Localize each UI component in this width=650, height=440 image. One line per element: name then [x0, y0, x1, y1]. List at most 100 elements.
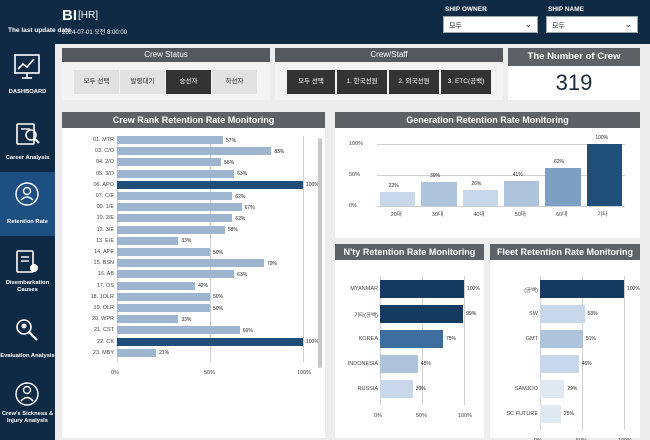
bar[interactable]: [117, 136, 224, 144]
data-label: 63%: [237, 171, 248, 178]
sidebar-item-sickness[interactable]: Crew's Sickness & Injury Analysis: [0, 372, 55, 440]
bar[interactable]: [117, 348, 157, 357]
filter-button[interactable]: 하선자: [212, 70, 257, 94]
category-label: 23. MBY: [92, 349, 114, 356]
filter-button[interactable]: 1. 한국선원: [337, 70, 387, 94]
bar[interactable]: [545, 167, 581, 206]
x-tick-label: 50%: [416, 413, 428, 419]
sidebar-item-career[interactable]: Career Analysis: [0, 110, 55, 172]
bar[interactable]: [117, 315, 179, 324]
data-label: 83%: [274, 148, 285, 155]
x-tick-label: 0%: [534, 438, 542, 440]
bar[interactable]: [380, 355, 418, 373]
data-label: 56%: [224, 159, 235, 166]
data-label: 62%: [235, 193, 246, 200]
x-tick-label: 0%: [374, 413, 382, 419]
bar[interactable]: [117, 147, 272, 156]
bar[interactable]: [540, 380, 565, 398]
bar[interactable]: [117, 203, 242, 212]
rank-chart-panel: Crew Rank Retention Rate Monitoring 0% 50…: [62, 112, 325, 438]
sidebar-item-label: Evaluation Analysis: [0, 353, 55, 359]
data-label: 45%: [420, 361, 431, 367]
rank-chart-scrollbar[interactable]: [318, 138, 322, 368]
bar[interactable]: [586, 144, 622, 206]
data-label: 100%: [627, 286, 640, 292]
category-label: 03. C/O: [95, 148, 114, 155]
bar[interactable]: [462, 189, 498, 206]
data-label: 26%: [471, 180, 482, 187]
filter-button[interactable]: 2. 외국선원: [389, 70, 439, 94]
app-subtitle: [HR]: [78, 10, 98, 21]
ship-name-select[interactable]: 모두 ⌄: [546, 16, 638, 33]
filter-button[interactable]: 3. ETC(공백): [441, 70, 491, 94]
filter-button[interactable]: 승선자: [166, 70, 211, 94]
bar[interactable]: [117, 158, 222, 167]
bar[interactable]: [117, 236, 179, 245]
data-label: 63%: [237, 271, 248, 278]
bar[interactable]: [117, 304, 210, 312]
bar[interactable]: [117, 192, 233, 200]
category-label: 15. BSN: [93, 260, 114, 267]
x-tick-label: 20대: [390, 212, 402, 218]
filter-button[interactable]: 발령대기: [120, 70, 165, 94]
bar[interactable]: [117, 270, 235, 279]
last-update-label: The last update date: [8, 27, 71, 34]
sidebar-item-label: Crew's Sickness & Injury Analysis: [1, 411, 54, 424]
bar[interactable]: [421, 181, 457, 206]
category-label: 22. CK: [97, 338, 114, 345]
bar[interactable]: [117, 248, 210, 256]
gridline: [377, 144, 625, 145]
ship-owner-value: 모두: [449, 23, 462, 30]
sidebar-item-disembarkation[interactable]: Disembarkation Causes: [0, 240, 55, 302]
bar[interactable]: [380, 192, 416, 206]
category-label: MYANMAR: [350, 286, 378, 292]
gridline: [582, 276, 583, 430]
sidebar-item-label: Disembarkation Causes: [5, 280, 50, 293]
bar[interactable]: [540, 355, 579, 373]
bar[interactable]: [117, 292, 210, 301]
data-label: 22%: [388, 183, 399, 190]
bar[interactable]: [117, 326, 240, 335]
data-label: 33%: [181, 316, 192, 323]
x-tick-label: 0%: [111, 370, 119, 376]
bar[interactable]: [540, 330, 583, 348]
gridline: [377, 206, 625, 207]
category-label: 04. 2/O: [95, 159, 114, 166]
bar[interactable]: [117, 214, 233, 223]
bar[interactable]: [380, 330, 443, 348]
sidebar-item-evaluation[interactable]: Evaluation Analysis: [0, 308, 55, 370]
ship-owner-select[interactable]: 모두 ⌄: [443, 16, 538, 33]
data-label: 75%: [446, 336, 457, 342]
bar[interactable]: [117, 225, 225, 234]
category-label: INDONESIA: [347, 361, 378, 367]
bar[interactable]: [504, 180, 540, 206]
x-tick-label: 30대: [432, 212, 444, 218]
filter-button[interactable]: 모두 선택: [287, 70, 335, 94]
sidebar-item-dashboard[interactable]: DASHBOARD: [0, 44, 55, 106]
bar[interactable]: [117, 259, 264, 268]
category-label: 10. 2/E: [96, 215, 114, 222]
bar[interactable]: [540, 405, 561, 423]
bar[interactable]: [117, 180, 303, 189]
bar[interactable]: [380, 380, 413, 398]
filter-button[interactable]: 모두 선택: [74, 70, 119, 94]
data-label: 100%: [595, 135, 609, 141]
data-label: 29%: [567, 386, 578, 392]
y-tick-label: 0%: [349, 203, 357, 209]
sidebar-item-label: Career Analysis: [5, 155, 50, 161]
crew-status-title: Crew Status: [62, 48, 270, 62]
bar[interactable]: [540, 280, 624, 298]
bar[interactable]: [117, 281, 196, 290]
bar[interactable]: [380, 305, 464, 323]
sidebar-item-retention[interactable]: Retention Rate: [0, 172, 55, 236]
bar[interactable]: [380, 280, 464, 298]
bar[interactable]: [540, 305, 585, 323]
bar[interactable]: [117, 169, 235, 178]
data-label: 46%: [581, 361, 592, 367]
gridline: [377, 175, 625, 176]
data-label: 50%: [213, 249, 224, 256]
bar[interactable]: [117, 337, 303, 346]
y-tick-label: 50%: [349, 172, 361, 178]
disembark-icon: [16, 250, 38, 273]
